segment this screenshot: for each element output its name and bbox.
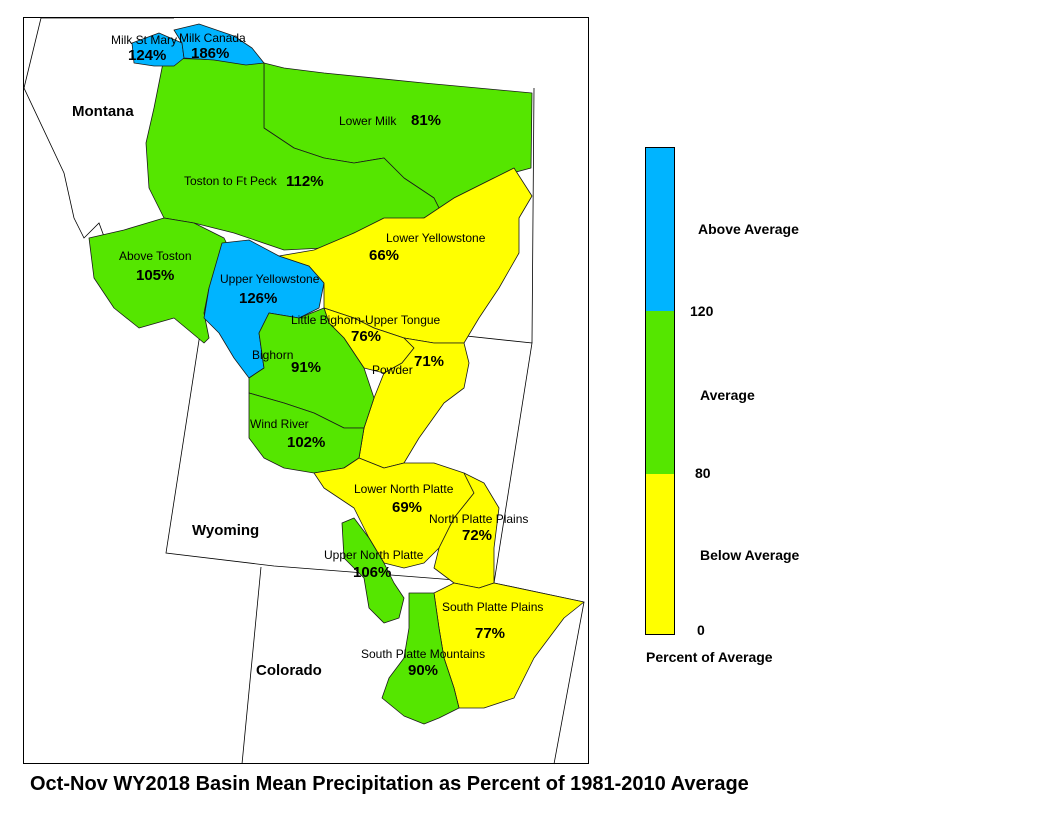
legend-swatch-above xyxy=(646,148,674,311)
legend-swatch-average xyxy=(646,311,674,474)
basin-pct-label: 81% xyxy=(411,112,441,129)
basin-pct-label: 91% xyxy=(291,359,321,376)
basin-bighorn xyxy=(248,307,375,429)
basin-pct-label: 76% xyxy=(351,328,381,345)
legend-class-above: Above Average xyxy=(698,221,799,237)
legend-class-average: Average xyxy=(700,387,755,403)
basin-pct-label: 66% xyxy=(369,247,399,264)
basin-name-label: Toston to Ft Peck xyxy=(184,174,278,188)
basin-upper-north-platte xyxy=(341,517,405,624)
basin-name-label: Powder xyxy=(372,363,413,377)
basin-south-platte-mountains xyxy=(381,592,460,725)
basin-pct-label: 71% xyxy=(414,353,444,370)
legend-break-0: 0 xyxy=(697,622,705,638)
legend-break-80: 80 xyxy=(695,465,711,481)
basin-name-label: Upper Yellowstone xyxy=(220,272,320,286)
basin-name-label: Lower North Platte xyxy=(354,482,454,496)
legend-swatch-below xyxy=(646,474,674,634)
basin-labels: Milk St Mary 124% Milk Canada 186% Lower… xyxy=(111,31,543,679)
basin-above-toston xyxy=(88,217,235,344)
basin-name-label: Milk St Mary xyxy=(111,33,177,47)
legend-title: Percent of Average xyxy=(646,649,773,665)
map-title: Oct-Nov WY2018 Basin Mean Precipitation … xyxy=(30,773,749,795)
basin-name-label: Milk Canada xyxy=(179,31,246,45)
basin-pct-label: 112% xyxy=(286,173,324,190)
state-label-montana: Montana xyxy=(72,103,134,120)
basin-name-label: Lower Milk xyxy=(339,114,397,128)
basin-pct-label: 77% xyxy=(475,625,505,642)
basin-pct-label: 124% xyxy=(128,47,166,64)
basin-pct-label: 90% xyxy=(408,662,438,679)
basin-pct-label: 72% xyxy=(462,527,492,544)
basin-name-label: South Platte Mountains xyxy=(361,647,485,661)
basin-pct-label: 126% xyxy=(239,290,277,307)
basin-pct-label: 102% xyxy=(287,434,325,451)
basin-name-label: Lower Yellowstone xyxy=(386,231,486,245)
basin-milk-canada xyxy=(173,23,265,66)
legend-class-below: Below Average xyxy=(700,547,800,563)
basin-name-label: Wind River xyxy=(250,417,309,431)
state-label-colorado: Colorado xyxy=(256,662,322,679)
basin-name-label: Above Toston xyxy=(119,249,192,263)
basin-name-label: Bighorn xyxy=(252,348,293,362)
basin-pct-label: 69% xyxy=(392,499,422,516)
basin-name-label: North Platte Plains xyxy=(429,512,528,526)
basin-map: Montana Wyoming Colorado Milk St Mary 12… xyxy=(24,18,585,765)
basin-name-label: South Platte Plains xyxy=(442,600,543,614)
basin-pct-label: 105% xyxy=(136,267,174,284)
basin-milk-st-mary xyxy=(131,32,185,67)
basin-pct-label: 186% xyxy=(191,45,229,62)
basin-name-label: Little Bighorn-Upper Tongue xyxy=(291,313,441,327)
basin-pct-label: 106% xyxy=(353,564,391,581)
basin-name-label: Upper North Platte xyxy=(324,548,424,562)
legend-break-120: 120 xyxy=(690,303,714,319)
legend-color-bar xyxy=(645,147,675,635)
map-frame: Montana Wyoming Colorado Milk St Mary 12… xyxy=(23,17,589,765)
state-label-wyoming: Wyoming xyxy=(192,522,259,539)
